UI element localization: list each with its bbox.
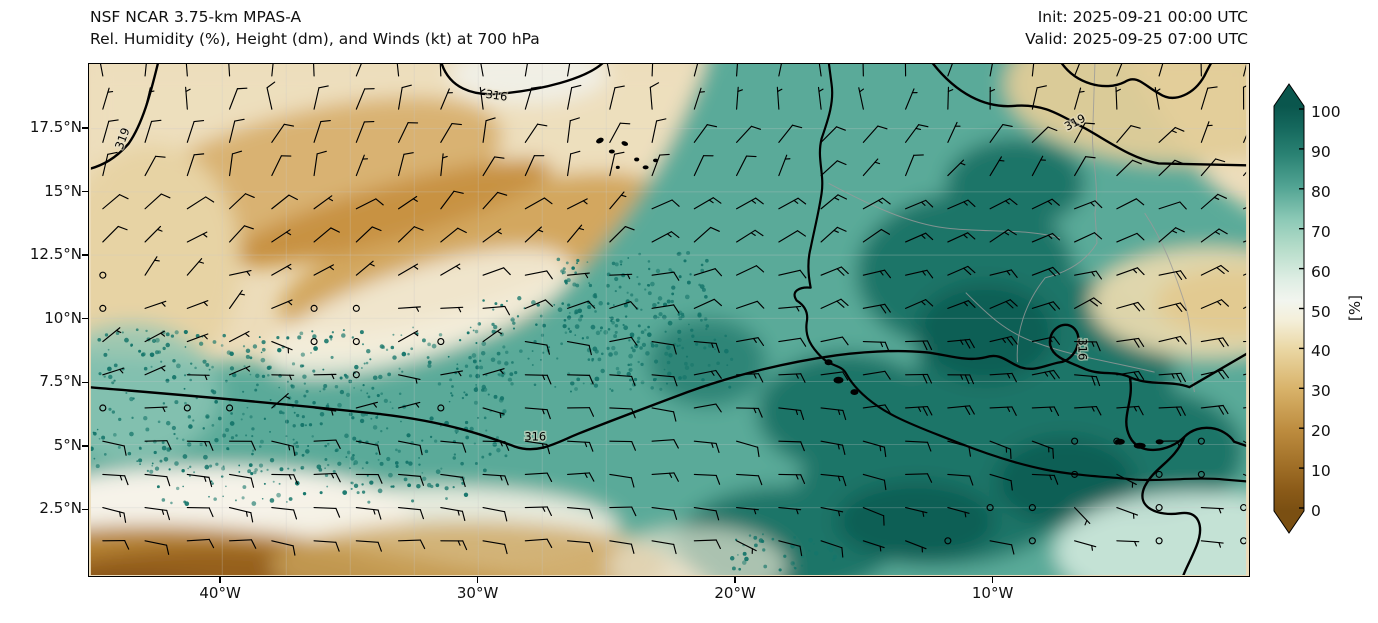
valid-timestamp: Valid: 2025-09-25 07:00 UTC	[1025, 30, 1248, 48]
lon-tick-mark	[991, 577, 994, 583]
wind-barbs	[99, 64, 1247, 558]
colorbar-tick-label: 30	[1311, 382, 1331, 401]
lon-tick-mark	[219, 577, 221, 583]
country-borders	[828, 64, 1195, 393]
colorbar-tick-label: 40	[1311, 342, 1331, 361]
lat-tick-mark	[82, 317, 88, 320]
map-plot: 319 316 319 316 316	[88, 63, 1250, 577]
graticule-lines	[90, 64, 1247, 575]
lon-tick-label: 10°W	[971, 584, 1014, 602]
lat-tick-mark	[82, 381, 88, 384]
colorbar	[1273, 83, 1305, 534]
colorbar-tick-label: 10	[1311, 462, 1331, 481]
colorbar-tick-label: 0	[1311, 502, 1321, 520]
time-block: Init: 2025-09-21 00:00 UTC Valid: 2025-0…	[1025, 6, 1248, 50]
lat-tick-mark	[82, 190, 88, 193]
lat-tick-label: 10°N	[44, 308, 82, 327]
lon-tick-label: 30°W	[456, 584, 499, 602]
colorbar-tick-label: 80	[1311, 182, 1331, 201]
contour-label: 316	[485, 87, 509, 104]
colorbar-tick-label: 90	[1311, 142, 1331, 161]
lat-tick-label: 5°N	[53, 435, 82, 454]
lon-tick-mark	[734, 577, 736, 583]
page-title: NSF NCAR 3.75-km MPAS-A	[90, 8, 302, 26]
lat-tick-mark	[82, 445, 88, 447]
height-contours	[90, 64, 1247, 575]
lat-tick-mark	[82, 254, 88, 256]
lat-tick-label: 7.5°N	[39, 372, 82, 391]
lat-tick-label: 2.5°N	[39, 499, 82, 518]
lat-tick-label: 15°N	[44, 181, 82, 200]
lat-tick-label: 12.5°N	[29, 245, 82, 264]
colorbar-unit-label: [%]	[1345, 295, 1364, 321]
lon-tick-label: 20°W	[714, 584, 756, 602]
title-block: NSF NCAR 3.75-km MPAS-A Rel. Humidity (%…	[90, 6, 540, 50]
colorbar-tick-label: 60	[1311, 262, 1331, 281]
lat-tick-mark	[82, 508, 88, 511]
lon-tick-label: 40°W	[199, 584, 241, 602]
colorbar-tick-label: 70	[1311, 222, 1331, 241]
contour-label: 316	[1076, 338, 1090, 360]
colorbar-tick-label: 50	[1311, 302, 1331, 321]
lat-tick-mark	[82, 127, 88, 129]
colorbar-tick-label: 100	[1311, 103, 1341, 121]
colorbar-gradient	[1273, 83, 1305, 534]
page-subtitle: Rel. Humidity (%), Height (dm), and Wind…	[90, 30, 540, 48]
init-timestamp: Init: 2025-09-21 00:00 UTC	[1037, 8, 1248, 26]
convective-speckles	[90, 251, 844, 572]
contour-label: 316	[524, 429, 546, 443]
lat-tick-label: 17.5°N	[29, 118, 82, 137]
colorbar-tick-label: 20	[1311, 422, 1331, 441]
lon-tick-mark	[476, 577, 479, 583]
